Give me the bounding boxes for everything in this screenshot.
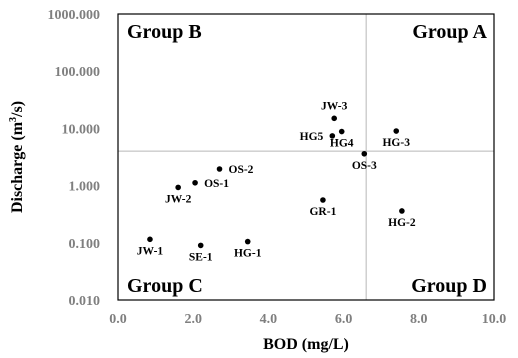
data-point: [338, 128, 345, 135]
x-tick-label: 0.0: [109, 312, 127, 327]
point-label: HG-2: [388, 217, 416, 229]
data-point: [244, 238, 251, 245]
y-axis-title-superscript: 3: [8, 117, 19, 122]
point-label: GR-1: [309, 206, 336, 218]
point-label: HG5: [300, 131, 324, 143]
point-label: OS-2: [229, 164, 254, 176]
data-point: [393, 128, 400, 134]
y-tick-label: 0.010: [69, 294, 101, 309]
data-point: [192, 179, 198, 186]
data-point: [320, 197, 326, 203]
x-tick-label: 8.0: [410, 312, 428, 327]
x-tick-labels: 0.0 2.0 4.0 6.0 8.0 10.0: [109, 312, 506, 327]
data-point: [329, 133, 336, 139]
data-point: [399, 208, 405, 214]
point-label: SE-1: [189, 251, 213, 263]
group-label: Group A: [412, 21, 487, 43]
point-label: JW-1: [137, 245, 164, 257]
x-axis-title: BOD (mg/L): [263, 336, 349, 353]
quadrant-dividers: [118, 14, 494, 300]
y-tick-label: 1.000: [69, 180, 101, 195]
point-label: JW-3: [321, 100, 348, 112]
plot-frame: [117, 13, 495, 301]
data-point: [361, 150, 368, 157]
data-point: [147, 236, 153, 243]
y-tick-label: 1000.000: [48, 8, 101, 23]
point-label: HG-3: [382, 137, 410, 149]
y-axis-title: Discharge (m3/s): [8, 101, 26, 213]
point-label: HG4: [330, 138, 354, 150]
y-tick-label: 10.000: [62, 122, 101, 137]
y-axis-title-main: Discharge (m: [9, 121, 26, 213]
point-label: HG-1: [234, 248, 262, 260]
group-label: Group D: [411, 275, 487, 297]
y-tick-labels: 0.010 0.100 1.000 10.000 100.000 1000.000: [48, 8, 101, 309]
y-tick-label: 100.000: [55, 65, 101, 80]
data-point: [197, 242, 204, 249]
point-labels: JW-3 HG5 HG4 HG-3 OS-3 OS-2OS-1 JW-2 GR-1 HG-2 JW…: [137, 100, 416, 263]
point-label: OS-3: [352, 160, 377, 172]
point-label: OS-1: [204, 178, 229, 190]
group-labels: Group B Group A Group C Group D: [127, 21, 488, 297]
group-label: Group B: [127, 21, 202, 43]
data-point: [175, 184, 181, 191]
data-point: [216, 166, 223, 172]
x-tick-label: 4.0: [260, 312, 278, 327]
x-tick-label: 6.0: [335, 312, 353, 327]
x-tick-label: 10.0: [482, 312, 507, 327]
y-axis-title-tail: /s): [9, 101, 26, 118]
y-tick-label: 0.100: [69, 237, 101, 252]
data-point: [331, 115, 338, 122]
data-points: [147, 115, 405, 249]
group-label: Group C: [127, 275, 203, 297]
x-tick-label: 2.0: [184, 312, 202, 327]
point-label: JW-2: [165, 193, 192, 205]
